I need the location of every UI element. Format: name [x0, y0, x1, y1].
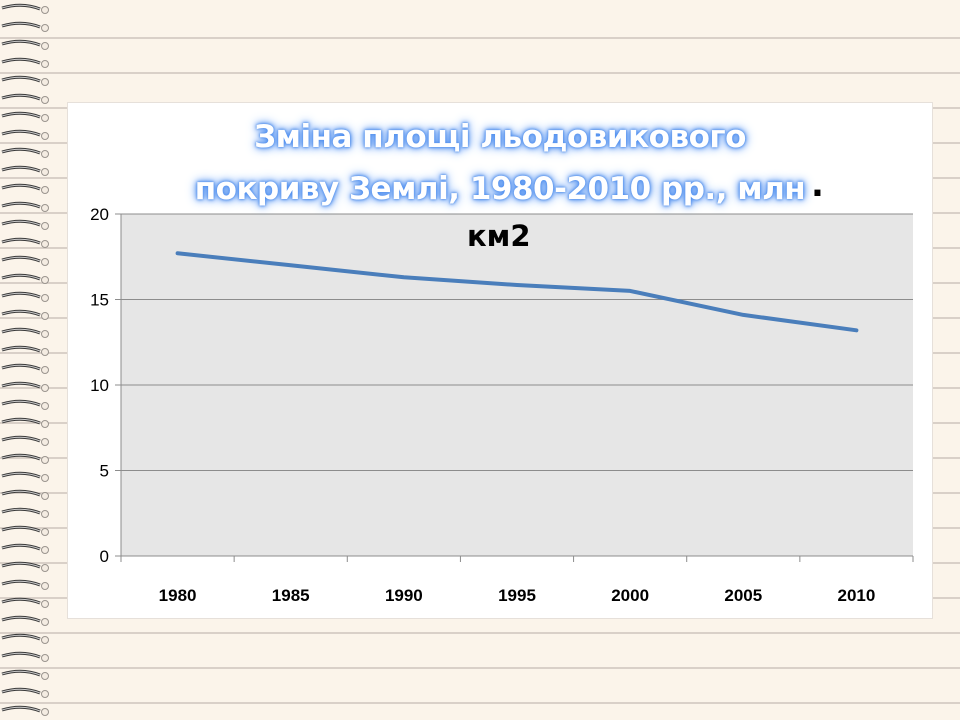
- spiral-ring: [1, 273, 49, 284]
- x-tick-label: 1995: [498, 586, 536, 605]
- spiral-ring: [1, 381, 49, 392]
- spiral-ring: [1, 453, 49, 464]
- spiral-ring: [1, 489, 49, 500]
- y-tick-label: 0: [100, 547, 109, 566]
- spiral-ring: [1, 399, 49, 410]
- spiral-ring: [1, 147, 49, 158]
- spiral-ring: [1, 543, 49, 554]
- spiral-ring: [1, 93, 49, 104]
- chart-title-suffix: .: [811, 165, 824, 205]
- spiral-ring: [1, 705, 49, 716]
- spiral-ring: [1, 561, 49, 572]
- spiral-ring: [1, 615, 49, 626]
- spiral-ring: [1, 471, 49, 482]
- spiral-binding: [1, 3, 49, 716]
- spiral-ring: [1, 75, 49, 86]
- spiral-ring: [1, 237, 49, 248]
- chart-unit-label: км2: [467, 219, 531, 253]
- spiral-ring: [1, 525, 49, 536]
- spiral-ring: [1, 327, 49, 338]
- x-tick-label: 1990: [385, 586, 423, 605]
- x-tick-label: 2010: [838, 586, 876, 605]
- spiral-ring: [1, 3, 49, 14]
- spiral-ring: [1, 57, 49, 68]
- x-tick-label: 1980: [159, 586, 197, 605]
- spiral-ring: [1, 345, 49, 356]
- spiral-ring: [1, 669, 49, 680]
- spiral-ring: [1, 201, 49, 212]
- spiral-ring: [1, 363, 49, 374]
- x-tick-label: 1985: [272, 586, 310, 605]
- spiral-ring: [1, 255, 49, 266]
- chart-card: 0 5 10 15 20 1980 1985 1990 1995 2000 2005 2010 Змі…: [68, 103, 932, 618]
- chart-title-line-1: Зміна площі льодовикового: [254, 119, 746, 155]
- spiral-ring: [1, 165, 49, 176]
- spiral-ring: [1, 183, 49, 194]
- spiral-ring: [1, 597, 49, 608]
- chart-title-line-2: покриву Землі, 1980-2010 рр., млн: [194, 171, 806, 207]
- y-tick-label: 5: [100, 462, 109, 481]
- spiral-ring: [1, 111, 49, 122]
- spiral-ring: [1, 309, 49, 320]
- spiral-ring: [1, 39, 49, 50]
- spiral-ring: [1, 633, 49, 644]
- spiral-ring: [1, 21, 49, 32]
- spiral-ring: [1, 129, 49, 140]
- spiral-ring: [1, 417, 49, 428]
- x-tick-label: 2000: [611, 586, 649, 605]
- spiral-ring: [1, 435, 49, 446]
- chart-plot: 0 5 10 15 20 1980 1985 1990 1995 2000 2005 2010: [90, 205, 914, 605]
- y-tick-label: 10: [90, 376, 109, 395]
- spiral-ring: [1, 507, 49, 518]
- spiral-ring: [1, 651, 49, 662]
- spiral-ring: [1, 291, 49, 302]
- spiral-ring: [1, 219, 49, 230]
- spiral-ring: [1, 579, 49, 590]
- spiral-ring: [1, 687, 49, 698]
- y-tick-label: 20: [90, 205, 109, 224]
- y-tick-label: 15: [90, 291, 109, 310]
- x-tick-label: 2005: [724, 586, 762, 605]
